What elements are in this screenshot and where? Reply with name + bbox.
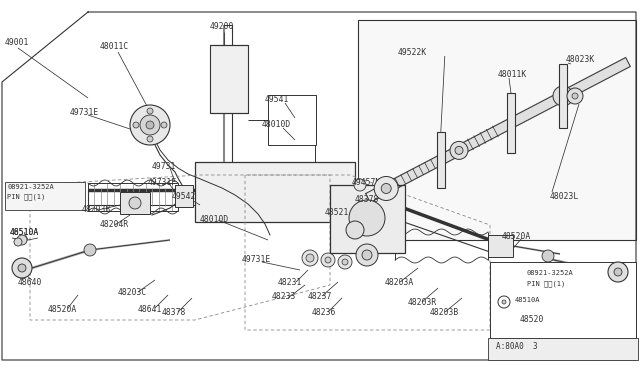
Text: 48203R: 48203R (408, 298, 437, 307)
Circle shape (572, 93, 578, 99)
Circle shape (147, 136, 153, 142)
Text: 48204R: 48204R (100, 220, 129, 229)
Text: 48520: 48520 (520, 315, 545, 324)
Circle shape (342, 259, 348, 265)
Circle shape (608, 262, 628, 282)
Circle shape (542, 250, 554, 262)
Bar (195, 162, 355, 222)
Text: 48203B: 48203B (430, 308, 460, 317)
Text: 48510A: 48510A (10, 228, 39, 237)
Text: 49541: 49541 (265, 95, 289, 104)
Circle shape (362, 250, 372, 260)
Text: 49542: 49542 (172, 192, 196, 201)
Text: 49457N: 49457N (352, 178, 381, 187)
Text: 48378: 48378 (162, 308, 186, 317)
Text: 49731E: 49731E (242, 255, 271, 264)
Circle shape (161, 122, 167, 128)
Text: 48011C: 48011C (100, 42, 129, 51)
Circle shape (306, 254, 314, 262)
Text: 49522K: 49522K (398, 48, 428, 57)
Text: 48236: 48236 (312, 308, 337, 317)
Text: 08921-3252A: 08921-3252A (527, 270, 573, 276)
Text: PIN ピン(1): PIN ピン(1) (7, 193, 45, 200)
Circle shape (84, 244, 96, 256)
Circle shape (147, 108, 153, 114)
Circle shape (12, 258, 32, 278)
Text: 48203A: 48203A (385, 278, 414, 287)
Text: 48010D: 48010D (262, 120, 291, 129)
Polygon shape (365, 58, 630, 202)
Circle shape (450, 141, 468, 159)
Circle shape (374, 176, 398, 201)
Text: 46510A: 46510A (10, 228, 39, 237)
Text: 49001: 49001 (5, 38, 29, 47)
Circle shape (553, 86, 573, 106)
Circle shape (346, 221, 364, 239)
Circle shape (140, 115, 160, 135)
Text: 48641: 48641 (138, 305, 163, 314)
Bar (358, 20, 636, 240)
Circle shape (614, 268, 622, 276)
Bar (5, 182, 85, 210)
Circle shape (17, 235, 27, 245)
Bar (210, 45, 248, 113)
Circle shape (146, 121, 154, 129)
Text: 48010D: 48010D (200, 215, 229, 224)
Circle shape (325, 257, 331, 263)
Text: A:80A0  3: A:80A0 3 (496, 342, 538, 351)
Circle shape (381, 183, 391, 193)
Bar (175, 185, 193, 207)
Text: 48378: 48378 (355, 195, 380, 204)
Circle shape (18, 264, 26, 272)
Text: 48231: 48231 (278, 278, 302, 287)
Circle shape (356, 244, 378, 266)
Text: 49731F: 49731F (148, 178, 177, 187)
Text: 48023K: 48023K (566, 55, 595, 64)
Bar (268, 95, 316, 145)
Circle shape (354, 179, 366, 191)
Bar (490, 262, 636, 338)
Bar (488, 235, 513, 257)
Circle shape (302, 250, 318, 266)
Text: 08921-3252A: 08921-3252A (7, 184, 54, 190)
Text: 48023L: 48023L (550, 192, 579, 201)
Circle shape (133, 122, 139, 128)
Circle shape (349, 200, 385, 236)
Circle shape (130, 105, 170, 145)
Text: 48640: 48640 (18, 278, 42, 287)
Bar (120, 192, 150, 214)
Circle shape (321, 253, 335, 267)
Text: 48203B: 48203B (82, 205, 111, 214)
Bar (330, 185, 405, 253)
Text: 48520A: 48520A (48, 305, 77, 314)
Bar (488, 338, 638, 360)
Text: 48521: 48521 (325, 208, 349, 217)
Bar (507, 93, 515, 153)
Bar (436, 132, 445, 188)
Circle shape (502, 300, 506, 304)
Text: 49731: 49731 (152, 162, 177, 171)
Text: PIN ピン(1): PIN ピン(1) (527, 280, 565, 286)
Circle shape (338, 255, 352, 269)
Bar (559, 64, 567, 128)
Text: 48520A: 48520A (502, 232, 531, 241)
Circle shape (129, 197, 141, 209)
Text: 48011K: 48011K (498, 70, 527, 79)
Circle shape (455, 147, 463, 154)
Circle shape (14, 238, 22, 246)
Text: 48510A: 48510A (515, 297, 541, 303)
Text: 49731E: 49731E (70, 108, 99, 117)
Text: 49200: 49200 (210, 22, 234, 31)
Text: 48233: 48233 (272, 292, 296, 301)
Text: 48237: 48237 (308, 292, 332, 301)
Circle shape (567, 88, 583, 104)
Text: 48203C: 48203C (118, 288, 147, 297)
